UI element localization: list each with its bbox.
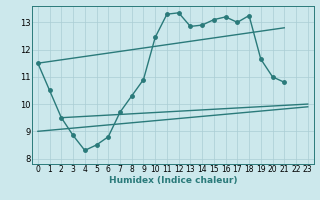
X-axis label: Humidex (Indice chaleur): Humidex (Indice chaleur): [108, 176, 237, 185]
